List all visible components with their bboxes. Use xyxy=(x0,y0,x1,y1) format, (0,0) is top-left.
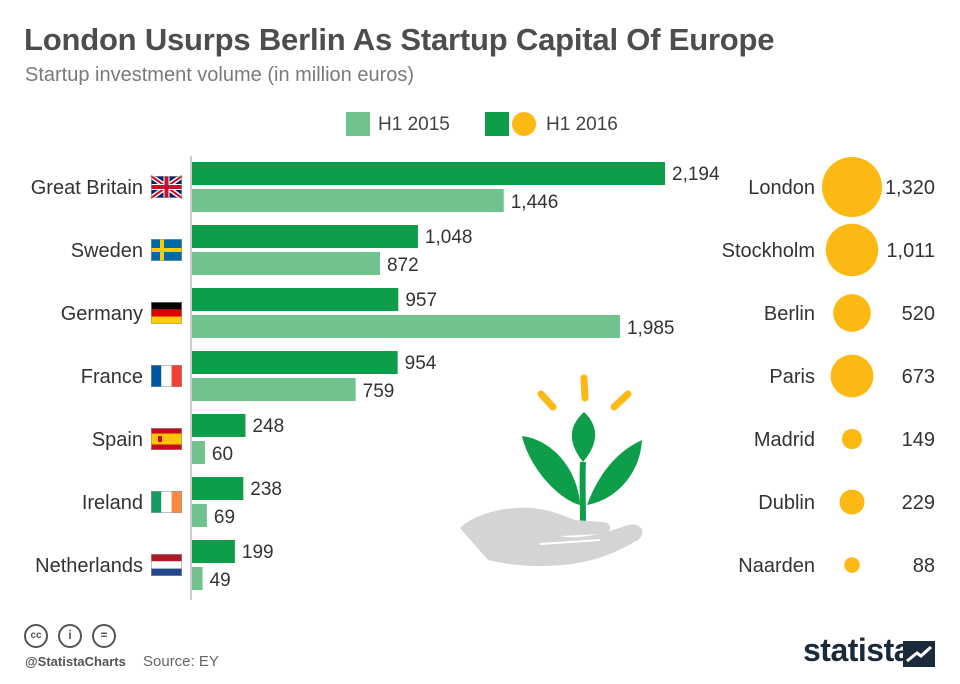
city-bubble xyxy=(844,557,860,573)
bar-h1-2016 xyxy=(192,477,244,500)
value-label-h1-2015: 49 xyxy=(210,570,231,591)
legend: H1 2015 H1 2016 xyxy=(0,112,960,140)
city-value-label: 229 xyxy=(902,492,935,514)
germany-flag-icon xyxy=(151,302,182,324)
spain-flag-icon xyxy=(151,428,182,450)
value-label-h1-2016: 238 xyxy=(250,479,282,500)
city-bubble xyxy=(830,354,874,398)
footer-handle: @StatistaCharts xyxy=(25,654,126,669)
statista-logo: statista xyxy=(803,632,912,668)
value-label-h1-2015: 1,446 xyxy=(511,192,559,213)
bar-h1-2016 xyxy=(192,288,399,311)
footer-source: Source: EY xyxy=(143,653,219,670)
statista-logo-icon xyxy=(903,641,935,667)
value-label-h1-2016: 954 xyxy=(405,353,437,374)
city-bubble xyxy=(822,157,882,217)
category-label: Spain xyxy=(92,429,143,451)
city-label: Madrid xyxy=(754,429,815,451)
city-label: Berlin xyxy=(764,303,815,325)
city-value-label: 1,011 xyxy=(886,240,935,262)
legend-dot-h1-2016 xyxy=(512,112,536,136)
legend-swatch-h1-2015 xyxy=(346,112,370,136)
value-label-h1-2016: 1,048 xyxy=(425,227,473,248)
bar-h1-2015 xyxy=(192,189,504,212)
bar-h1-2015 xyxy=(192,504,207,527)
city-label: Paris xyxy=(769,366,815,388)
value-label-h1-2016: 199 xyxy=(242,542,274,563)
city-bubble xyxy=(839,489,865,515)
city-value-label: 520 xyxy=(902,303,935,325)
bar-h1-2015 xyxy=(192,252,380,275)
value-label-h1-2015: 69 xyxy=(214,507,235,528)
attribution-icon: i xyxy=(58,624,82,648)
city-label: Naarden xyxy=(738,555,815,577)
city-value-label: 1,320 xyxy=(885,177,935,199)
legend-label-h1-2015: H1 2015 xyxy=(378,114,450,135)
value-label-h1-2016: 957 xyxy=(405,290,437,311)
city-label: Dublin xyxy=(758,492,815,514)
bar-h1-2016 xyxy=(192,540,235,563)
category-label: Sweden xyxy=(71,240,143,262)
value-label-h1-2015: 1,985 xyxy=(627,318,675,339)
category-label: Netherlands xyxy=(35,555,143,577)
bar-h1-2015 xyxy=(192,441,205,464)
city-bubble xyxy=(841,428,863,450)
value-label-h1-2016: 2,194 xyxy=(672,164,720,185)
city-value-label: 149 xyxy=(902,429,935,451)
value-label-h1-2015: 60 xyxy=(212,444,233,465)
chart-title: London Usurps Berlin As Startup Capital … xyxy=(24,22,775,57)
bar-h1-2015 xyxy=(192,378,356,401)
sweden-flag-icon xyxy=(151,239,182,261)
chart-subtitle: Startup investment volume (in million eu… xyxy=(25,64,415,86)
bar-h1-2016 xyxy=(192,162,665,185)
bar-h1-2015 xyxy=(192,315,620,338)
value-label-h1-2015: 872 xyxy=(387,255,419,276)
bar-h1-2016 xyxy=(192,351,398,374)
city-bubble xyxy=(833,294,871,332)
legend-label-h1-2016: H1 2016 xyxy=(546,114,618,135)
uk-flag-icon xyxy=(149,173,184,201)
category-label: Germany xyxy=(61,303,143,325)
cc-icon: cc xyxy=(24,624,48,648)
city-label: London xyxy=(748,177,815,199)
legend-swatch-h1-2016 xyxy=(485,112,509,136)
city-value-label: 673 xyxy=(902,366,935,388)
value-label-h1-2015: 759 xyxy=(363,381,395,402)
city-label: Stockholm xyxy=(722,240,815,262)
no-derivatives-icon: = xyxy=(92,624,116,648)
category-label: Great Britain xyxy=(31,177,143,199)
city-value-label: 88 xyxy=(913,555,935,577)
category-label: France xyxy=(81,366,143,388)
netherlands-flag-icon xyxy=(151,554,182,576)
city-bubble xyxy=(825,223,879,277)
value-label-h1-2016: 248 xyxy=(252,416,284,437)
france-flag-icon xyxy=(151,365,182,387)
bar-h1-2016 xyxy=(192,414,246,437)
bar-h1-2016 xyxy=(192,225,418,248)
ireland-flag-icon xyxy=(151,491,182,513)
bar-h1-2015 xyxy=(192,567,203,590)
category-label: Ireland xyxy=(82,492,143,514)
hand-with-sprout-icon xyxy=(460,374,643,566)
